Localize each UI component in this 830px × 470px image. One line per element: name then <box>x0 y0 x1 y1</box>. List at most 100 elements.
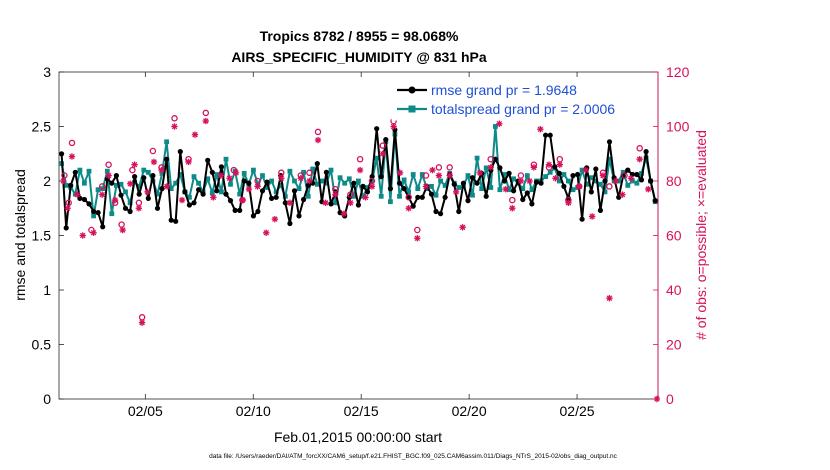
rmse-point <box>227 198 234 204</box>
spread-point <box>273 189 279 195</box>
rmse-point <box>237 207 243 213</box>
obs-star-stroke <box>287 200 293 206</box>
obs-evaluated-point <box>368 183 376 190</box>
obs-possible-point <box>68 139 76 147</box>
rmse-point <box>369 174 375 180</box>
spread-point <box>415 186 421 191</box>
spread-point <box>406 189 411 195</box>
spread-point <box>86 168 92 174</box>
obs-evaluated-point <box>347 199 354 206</box>
legend-spread-marker <box>408 105 416 113</box>
obs-evaluated-point <box>487 164 494 171</box>
rmse-point <box>529 201 535 207</box>
obs-evaluated-point <box>191 131 199 138</box>
obs-evaluated-point <box>653 395 661 403</box>
obs-evaluated-point <box>322 199 329 206</box>
obs-evaluated-point <box>414 235 421 242</box>
spread-point <box>301 169 306 175</box>
obs-evaluated-point <box>98 191 106 198</box>
obs-possible-point <box>446 164 453 171</box>
obs-possible-point <box>61 172 68 179</box>
obs-evaluated-point <box>356 166 364 174</box>
spread-point <box>319 178 325 184</box>
rmse-point <box>287 220 293 227</box>
obs-star-stroke <box>263 230 269 236</box>
obs-star-stroke <box>164 183 170 190</box>
obs-evaluated-point <box>60 177 67 185</box>
obs-star-stroke <box>369 183 375 190</box>
obs-star-stroke <box>144 189 151 195</box>
obs-star-stroke <box>192 131 198 138</box>
plot-frame <box>58 71 659 400</box>
rmse-point <box>360 183 366 189</box>
obs-star-stroke <box>565 200 572 206</box>
spread-point <box>127 200 133 206</box>
obs-evaluated-point <box>150 158 158 166</box>
y-tick-label-left: 0.5 <box>32 337 52 353</box>
obs-star-stroke <box>619 191 626 198</box>
spread-point <box>314 181 320 187</box>
obs-star-stroke <box>606 295 613 301</box>
obs-star-stroke <box>390 123 397 130</box>
obs-evaluated-point <box>135 205 143 212</box>
spread-point <box>620 169 626 175</box>
obs-evaluated-point <box>171 123 178 130</box>
obs-possible-point <box>414 226 421 234</box>
obs-star-stroke <box>64 205 71 212</box>
rmse-point <box>415 194 421 200</box>
obs-star-stroke <box>600 172 606 179</box>
obs-star-stroke <box>436 172 442 179</box>
rmse-point <box>145 195 151 201</box>
spread-point <box>114 183 119 188</box>
spread-point <box>529 187 535 193</box>
obs-star-stroke <box>226 175 233 182</box>
rmse-point <box>255 208 261 215</box>
spread-point <box>520 186 526 191</box>
spread-point <box>360 193 366 199</box>
spread-point <box>365 185 370 190</box>
spread-point <box>543 174 548 179</box>
obs-star-stroke <box>487 164 494 171</box>
obs-star-stroke <box>613 178 619 184</box>
x-tick-label: 02/20 <box>452 403 487 419</box>
obs-star-stroke <box>139 319 145 326</box>
spread-point <box>260 173 265 178</box>
obs-star-stroke <box>537 126 544 132</box>
obs-evaluated-point <box>446 172 453 179</box>
obs-possible-point <box>306 169 313 177</box>
obs-evaluated-point <box>263 229 270 236</box>
y-tick-label-left: 2 <box>43 173 51 189</box>
rmse-point <box>86 201 92 207</box>
obs-star-stroke <box>112 197 118 203</box>
rmse-point <box>570 173 576 179</box>
rmse-point <box>638 177 645 183</box>
rmse-point <box>186 202 192 208</box>
obs-star-stroke <box>397 170 403 176</box>
obs-evaluated-point <box>530 164 538 171</box>
spread-point <box>159 171 165 176</box>
spread-point <box>241 171 247 176</box>
spread-point <box>483 165 489 171</box>
obs-evaluated-point <box>271 215 279 223</box>
y-tick-label-right: 100 <box>666 119 690 135</box>
spread-point <box>388 199 393 205</box>
spread-point <box>282 193 288 199</box>
spread-point <box>584 181 590 187</box>
obs-evaluated-point <box>517 177 525 185</box>
spread-point <box>118 181 124 187</box>
y-tick-label-right: 120 <box>666 64 690 80</box>
obs-star-stroke <box>210 194 217 201</box>
obs-evaluated-point <box>588 213 596 220</box>
spread-point <box>456 185 462 190</box>
rmse-point <box>196 187 202 193</box>
rmse-point <box>200 191 206 197</box>
rmse-point <box>100 224 106 230</box>
obs-star-stroke <box>477 170 483 176</box>
obs-evaluated-point <box>332 191 339 198</box>
x-tick-label: 02/10 <box>236 403 271 419</box>
spread-point <box>351 193 357 199</box>
spread-point <box>177 172 183 177</box>
rmse-point <box>273 194 279 200</box>
obs-evaluated-point <box>119 226 126 234</box>
